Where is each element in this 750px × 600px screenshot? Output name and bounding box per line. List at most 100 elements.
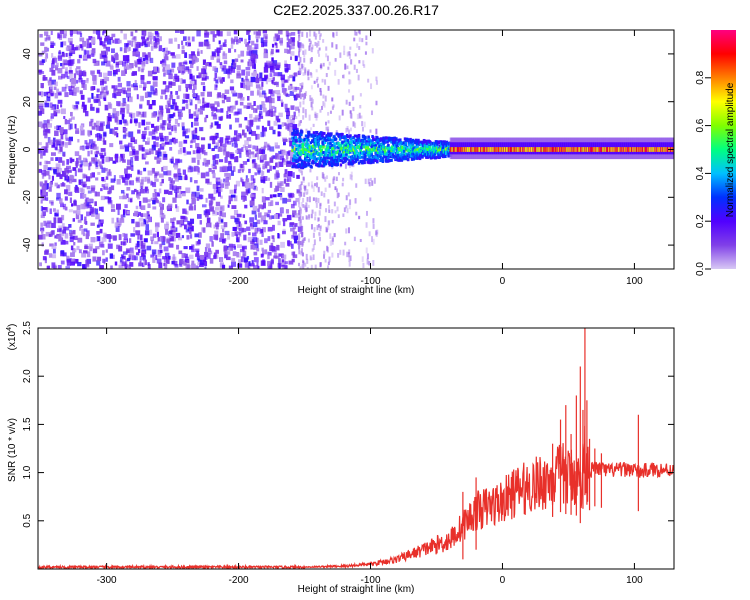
heatmap-cell — [118, 264, 124, 269]
heatmap-cell — [116, 217, 119, 223]
heatmap-cell — [435, 144, 438, 148]
heatmap-cell — [344, 141, 347, 145]
heatmap-cell — [105, 124, 111, 129]
heatmap-cell — [304, 134, 308, 138]
heatmap-cell — [292, 131, 295, 135]
heatmap-cell — [332, 157, 336, 161]
heatmap-cell — [156, 231, 159, 238]
heatmap-cell — [195, 58, 200, 62]
heatmap-cell — [297, 262, 300, 267]
heatmap-cell — [92, 30, 97, 34]
heatmap-cell — [291, 234, 294, 239]
heatmap-cell — [59, 30, 64, 35]
heatmap-cell — [185, 66, 190, 70]
heatmap-cell — [61, 141, 65, 147]
heatmap-cell — [179, 65, 184, 71]
heatmap-cell — [234, 231, 238, 236]
heatmap-cell — [220, 205, 225, 211]
heatmap-cell — [359, 148, 362, 152]
heatmap-cell — [297, 199, 300, 205]
heatmap-cell — [242, 214, 246, 218]
heatmap-cell — [348, 260, 351, 267]
heatmap-cell — [73, 242, 76, 246]
heatmap-cell — [264, 64, 269, 68]
heatmap-cell — [251, 53, 257, 59]
heatmap-cell — [79, 32, 83, 38]
heatmap-cell — [90, 118, 94, 123]
heatmap-cell — [152, 233, 157, 238]
heatmap-cell — [80, 214, 84, 221]
heatmap-cell — [320, 164, 324, 168]
heatmap-cell — [317, 40, 320, 47]
heatmap-cell — [61, 86, 67, 92]
heatmap-cell — [86, 211, 90, 217]
heatmap-cell — [196, 214, 202, 219]
heatmap-cell — [128, 238, 132, 244]
heatmap-cell — [269, 264, 272, 269]
heatmap-cell — [197, 261, 200, 266]
heatmap-cell — [134, 119, 138, 124]
heatmap-cell — [122, 195, 127, 200]
heatmap-cell — [205, 159, 211, 165]
heatmap-cell — [401, 142, 404, 146]
heatmap-cell — [245, 175, 248, 181]
heatmap-cell — [321, 136, 324, 140]
heatmap-cell — [302, 238, 305, 243]
heatmap-cell — [81, 83, 85, 88]
heatmap-cell — [96, 69, 101, 74]
heatmap-cell — [217, 92, 222, 98]
heatmap-cell — [298, 135, 301, 139]
heatmap-cell — [44, 102, 50, 108]
heatmap-cell — [310, 97, 313, 102]
heatmap-cell — [352, 150, 355, 154]
heatmap-cell — [251, 197, 255, 201]
heatmap-cell — [298, 31, 301, 37]
heatmap-cell — [99, 228, 103, 234]
heatmap-cell — [249, 194, 255, 198]
heatmap-cell — [164, 223, 169, 230]
heatmap-cell — [284, 261, 288, 265]
heatmap-cell — [438, 155, 442, 159]
heatmap-cell — [198, 232, 202, 238]
heatmap-cell — [130, 161, 134, 167]
heatmap-cells — [38, 30, 674, 269]
heatmap-cell — [330, 160, 333, 164]
heatmap-cell — [292, 129, 296, 133]
heatmap-cell — [299, 206, 302, 211]
heatmap-cell — [370, 110, 373, 116]
heatmap-cell — [307, 134, 310, 138]
heatmap-cell — [286, 34, 289, 41]
heatmap-cell — [169, 158, 172, 163]
heatmap-cell — [430, 155, 434, 159]
heatmap-cell — [279, 194, 283, 201]
heatmap-cell — [270, 90, 275, 97]
heatmap-cell — [44, 160, 48, 165]
heatmap-cell — [166, 170, 172, 176]
heatmap-cell — [67, 169, 72, 173]
heatmap-cell — [193, 129, 196, 135]
heatmap-cell — [298, 201, 301, 208]
heatmap-cell — [323, 192, 326, 198]
heatmap-cell — [71, 44, 75, 51]
heatmap-cell — [301, 170, 304, 176]
heatmap-cell — [332, 178, 335, 185]
heatmap-cell — [152, 257, 156, 263]
heatmap-cell — [160, 123, 165, 129]
heatmap-cell — [314, 36, 317, 40]
heatmap-cell — [182, 147, 186, 153]
heatmap-cell — [331, 239, 334, 245]
heatmap-cell — [60, 250, 65, 255]
heatmap-cell — [136, 111, 140, 117]
heatmap-cell — [196, 135, 200, 141]
heatmap-cell — [246, 178, 250, 183]
heatmap-cell — [326, 55, 329, 62]
heatmap-cell — [70, 261, 75, 266]
heatmap-cell — [154, 175, 158, 179]
heatmap-cell — [137, 234, 140, 240]
heatmap-cell — [309, 95, 312, 102]
heatmap-cell — [300, 130, 304, 134]
heatmap-cell — [216, 47, 221, 53]
heatmap-cell — [375, 149, 378, 153]
heatmap-cell — [192, 134, 198, 140]
heatmap-cell — [372, 218, 375, 224]
